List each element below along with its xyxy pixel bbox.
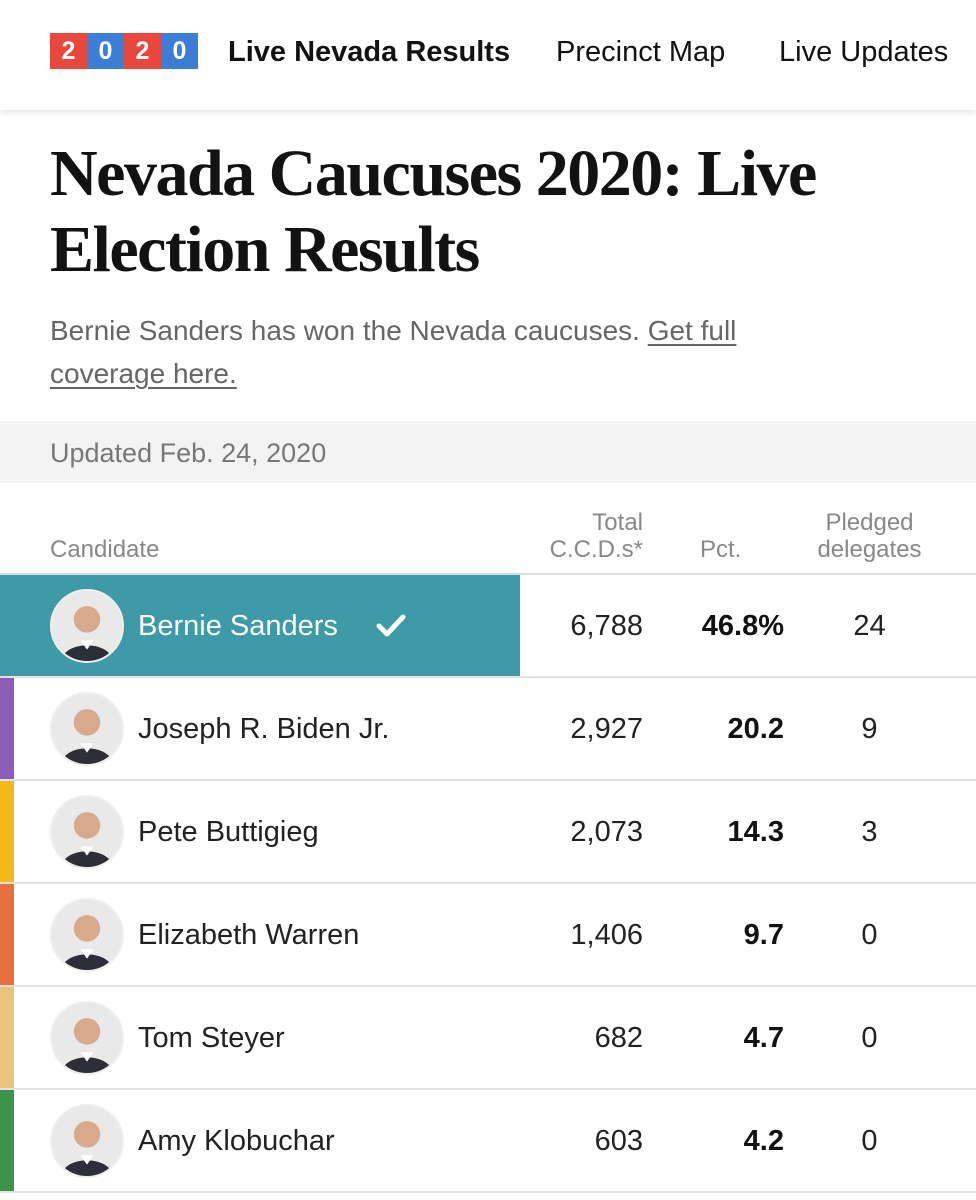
top-nav: 2 0 2 0 Live Nevada Results Precinct Map… bbox=[0, 0, 976, 110]
delegates-value: 9 bbox=[861, 713, 878, 745]
updated-timestamp: Updated Feb. 24, 2020 bbox=[50, 438, 327, 468]
row-divider bbox=[0, 882, 976, 884]
pct-value: 4.2 bbox=[743, 1125, 784, 1157]
candidate-name: Elizabeth Warren bbox=[138, 919, 360, 951]
full-coverage-link[interactable]: Get full coverage here. bbox=[50, 315, 736, 389]
delegates-value: 24 bbox=[853, 610, 886, 642]
candidate-name: Amy Klobuchar bbox=[138, 1125, 335, 1157]
updated-bar: Updated Feb. 24, 2020 bbox=[0, 421, 976, 483]
avatar-icon-graphic bbox=[52, 1003, 122, 1073]
candidate-color-bar bbox=[0, 987, 14, 1090]
candidate-name: Bernie Sanders bbox=[138, 610, 338, 642]
table-row[interactable]: Joseph R. Biden Jr. 2,927 20.2 9 bbox=[0, 678, 976, 781]
delegates-value: 0 bbox=[861, 1125, 878, 1157]
total-ccds-value: 2,927 bbox=[570, 713, 643, 745]
avatar-icon bbox=[50, 898, 124, 972]
column-header-delegates: Pledged delegates bbox=[812, 509, 927, 563]
nav-link-precinct-map[interactable]: Precinct Map bbox=[556, 36, 726, 68]
delegates-value: 0 bbox=[861, 1022, 878, 1054]
nav-link-live-updates[interactable]: Live Updates bbox=[779, 36, 949, 68]
logo-digit: 0 bbox=[87, 33, 124, 69]
avatar-icon-graphic bbox=[52, 900, 122, 970]
column-header-text: Pledged bbox=[825, 509, 914, 536]
page-title-line: Election Results bbox=[50, 213, 480, 286]
logo-digit: 0 bbox=[161, 33, 198, 69]
candidate-color-bar bbox=[0, 884, 14, 987]
candidate-name: Pete Buttigieg bbox=[138, 816, 319, 848]
full-coverage-link-text: Get full bbox=[647, 315, 737, 346]
nav-link-live-results[interactable]: Live Nevada Results bbox=[228, 36, 511, 68]
logo-digit: 2 bbox=[50, 33, 87, 69]
column-header-total: Total C.C.D.s* bbox=[550, 509, 643, 563]
delegates-value: 3 bbox=[861, 816, 878, 848]
pct-value: 14.3 bbox=[727, 816, 784, 848]
total-ccds-value: 682 bbox=[594, 1022, 643, 1054]
avatar-icon bbox=[50, 589, 124, 663]
row-divider bbox=[0, 779, 976, 781]
table-row[interactable]: Elizabeth Warren 1,406 9.7 0 bbox=[0, 884, 976, 987]
total-ccds-value: 603 bbox=[594, 1125, 643, 1157]
row-divider bbox=[0, 1191, 976, 1193]
candidate-color-bar bbox=[0, 678, 14, 781]
pct-value: 46.8% bbox=[701, 610, 784, 642]
summary-sentence: Bernie Sanders has won the Nevada caucus… bbox=[50, 315, 648, 346]
candidate-name: Tom Steyer bbox=[138, 1022, 285, 1054]
total-ccds-value: 1,406 bbox=[570, 919, 643, 951]
avatar-icon bbox=[50, 1001, 124, 1075]
pct-value: 20.2 bbox=[727, 713, 784, 745]
row-divider bbox=[0, 676, 976, 678]
full-coverage-link-text: coverage here. bbox=[50, 358, 237, 389]
candidate-name: Joseph R. Biden Jr. bbox=[138, 713, 390, 745]
total-ccds-value: 6,788 bbox=[570, 610, 643, 642]
row-divider bbox=[0, 1088, 976, 1090]
candidate-color-bar bbox=[0, 1090, 14, 1193]
avatar-icon bbox=[50, 1104, 124, 1178]
column-header-text: C.C.D.s* bbox=[549, 536, 643, 563]
logo-digit: 2 bbox=[124, 33, 161, 69]
row-divider bbox=[0, 985, 976, 987]
pct-value: 4.7 bbox=[743, 1022, 784, 1054]
table-row[interactable]: Bernie Sanders 6,788 46.8% 24 bbox=[0, 575, 976, 678]
avatar-icon bbox=[50, 795, 124, 869]
table-row[interactable]: Amy Klobuchar 603 4.2 0 bbox=[0, 1090, 976, 1193]
column-header-candidate: Candidate bbox=[50, 536, 160, 563]
table-row[interactable]: Pete Buttigieg 2,073 14.3 3 bbox=[0, 781, 976, 884]
delegates-value: 0 bbox=[861, 919, 878, 951]
page-title: Nevada Caucuses 2020: Live Election Resu… bbox=[50, 136, 950, 288]
summary-text: Bernie Sanders has won the Nevada caucus… bbox=[50, 309, 850, 395]
pct-value: 9.7 bbox=[743, 919, 784, 951]
avatar-icon-graphic bbox=[52, 1106, 122, 1176]
avatar-icon-graphic bbox=[52, 591, 122, 661]
column-header-pct: Pct. bbox=[700, 536, 742, 563]
page-title-line: Nevada Caucuses 2020: Live bbox=[50, 137, 817, 210]
header-divider bbox=[0, 573, 976, 575]
candidate-color-bar bbox=[0, 781, 14, 884]
column-header-text: delegates bbox=[817, 536, 922, 563]
avatar-icon-graphic bbox=[52, 694, 122, 764]
avatar-icon bbox=[50, 692, 124, 766]
column-header-text: Total bbox=[592, 509, 643, 536]
election-2020-logo[interactable]: 2 0 2 0 bbox=[50, 33, 198, 69]
checkmark-icon bbox=[376, 614, 406, 637]
avatar-icon-graphic bbox=[52, 797, 122, 867]
table-row[interactable]: Tom Steyer 682 4.7 0 bbox=[0, 987, 976, 1090]
total-ccds-value: 2,073 bbox=[570, 816, 643, 848]
